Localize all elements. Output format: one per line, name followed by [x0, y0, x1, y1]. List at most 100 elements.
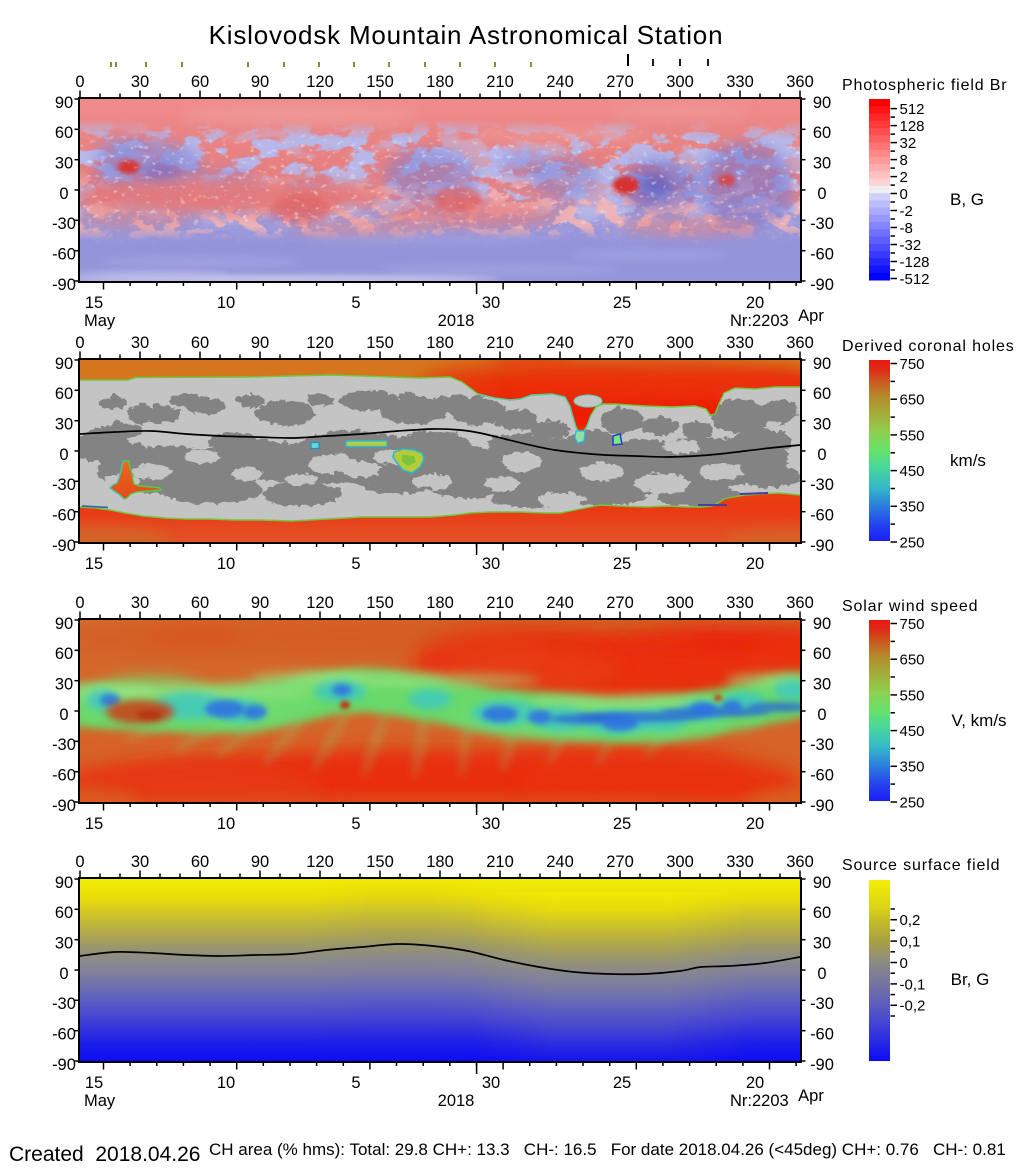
svg-text:60: 60: [55, 385, 73, 403]
svg-text:25: 25: [613, 294, 631, 312]
svg-text:150: 150: [366, 73, 394, 91]
svg-text:2: 2: [900, 169, 908, 186]
svg-text:180: 180: [426, 853, 454, 871]
svg-text:30: 30: [813, 155, 831, 173]
svg-text:350: 350: [900, 759, 925, 776]
svg-text:450: 450: [900, 723, 925, 740]
svg-text:-90: -90: [810, 276, 834, 294]
svg-text:270: 270: [606, 853, 634, 871]
svg-text:Created 2018.04.26: Created 2018.04.26: [9, 1143, 200, 1166]
svg-text:330: 330: [726, 334, 754, 352]
svg-text:450: 450: [900, 463, 925, 480]
svg-text:-60: -60: [52, 246, 76, 264]
svg-text:Derived coronal holes: Derived coronal holes: [842, 338, 1015, 355]
svg-text:300: 300: [666, 334, 694, 352]
svg-text:120: 120: [306, 853, 334, 871]
svg-text:2018: 2018: [438, 1092, 475, 1110]
svg-text:-30: -30: [810, 995, 834, 1013]
svg-text:20: 20: [746, 815, 764, 833]
svg-text:90: 90: [813, 874, 831, 892]
svg-text:60: 60: [55, 645, 73, 663]
svg-text:128: 128: [900, 118, 925, 135]
svg-text:32: 32: [900, 135, 917, 152]
svg-text:-0,2: -0,2: [900, 998, 926, 1015]
svg-text:0: 0: [817, 706, 826, 724]
svg-text:0,1: 0,1: [900, 934, 921, 951]
svg-text:5: 5: [351, 815, 360, 833]
svg-text:60: 60: [55, 904, 73, 922]
svg-text:30: 30: [131, 594, 149, 612]
svg-text:330: 330: [726, 594, 754, 612]
svg-text:60: 60: [191, 73, 209, 91]
svg-text:90: 90: [813, 615, 831, 633]
svg-text:-90: -90: [810, 1056, 834, 1074]
svg-text:0: 0: [75, 853, 84, 871]
svg-text:330: 330: [726, 73, 754, 91]
svg-text:Br, G: Br, G: [951, 970, 990, 989]
svg-text:Nr:2203: Nr:2203: [730, 312, 789, 330]
svg-text:10: 10: [217, 555, 235, 573]
svg-text:30: 30: [131, 853, 149, 871]
svg-text:V, km/s: V, km/s: [951, 711, 1006, 730]
svg-text:-2: -2: [900, 203, 913, 220]
svg-text:550: 550: [900, 687, 925, 704]
svg-text:90: 90: [55, 94, 73, 112]
svg-text:90: 90: [813, 94, 831, 112]
svg-text:90: 90: [55, 615, 73, 633]
svg-text:0: 0: [817, 185, 826, 203]
svg-text:10: 10: [217, 1074, 235, 1092]
svg-text:60: 60: [191, 853, 209, 871]
svg-text:15: 15: [85, 815, 103, 833]
svg-text:CH area (% hms): Total: 29.8 C: CH area (% hms): Total: 29.8 CH+: 13.3 C…: [209, 1140, 1006, 1159]
svg-text:-30: -30: [810, 215, 834, 233]
svg-text:May: May: [84, 312, 116, 330]
svg-text:30: 30: [482, 294, 500, 312]
svg-text:-0,1: -0,1: [900, 976, 926, 993]
svg-text:180: 180: [426, 594, 454, 612]
svg-text:-128: -128: [900, 254, 930, 271]
svg-text:30: 30: [55, 676, 73, 694]
svg-text:250: 250: [900, 534, 925, 551]
svg-text:300: 300: [666, 853, 694, 871]
svg-text:30: 30: [482, 555, 500, 573]
svg-text:0: 0: [817, 965, 826, 983]
svg-text:60: 60: [813, 124, 831, 142]
svg-text:10: 10: [217, 294, 235, 312]
svg-text:-90: -90: [52, 1056, 76, 1074]
svg-text:Source surface field: Source surface field: [842, 857, 1000, 874]
svg-text:8: 8: [900, 152, 908, 169]
svg-text:20: 20: [746, 1074, 764, 1092]
svg-text:650: 650: [900, 392, 925, 409]
svg-text:25: 25: [613, 1074, 631, 1092]
svg-text:-90: -90: [52, 797, 76, 815]
svg-text:120: 120: [306, 594, 334, 612]
svg-text:25: 25: [613, 815, 631, 833]
svg-text:Nr:2203: Nr:2203: [730, 1092, 789, 1110]
svg-text:10: 10: [217, 815, 235, 833]
svg-text:15: 15: [85, 555, 103, 573]
svg-text:30: 30: [55, 935, 73, 953]
svg-text:0: 0: [59, 446, 68, 464]
svg-text:60: 60: [191, 334, 209, 352]
svg-text:60: 60: [191, 594, 209, 612]
svg-text:240: 240: [546, 334, 574, 352]
svg-text:270: 270: [606, 73, 634, 91]
svg-text:210: 210: [486, 853, 514, 871]
svg-text:0: 0: [59, 706, 68, 724]
svg-text:-8: -8: [900, 220, 913, 237]
svg-text:30: 30: [482, 1074, 500, 1092]
svg-text:5: 5: [351, 294, 360, 312]
svg-text:0: 0: [75, 594, 84, 612]
svg-text:15: 15: [85, 294, 103, 312]
svg-text:240: 240: [546, 594, 574, 612]
svg-text:-60: -60: [810, 246, 834, 264]
svg-text:0,2: 0,2: [900, 912, 921, 929]
svg-text:30: 30: [813, 935, 831, 953]
svg-text:-60: -60: [810, 1026, 834, 1044]
svg-text:-60: -60: [52, 507, 76, 525]
svg-text:0: 0: [59, 965, 68, 983]
svg-text:210: 210: [486, 594, 514, 612]
svg-text:240: 240: [546, 853, 574, 871]
svg-text:90: 90: [251, 334, 269, 352]
svg-text:330: 330: [726, 853, 754, 871]
